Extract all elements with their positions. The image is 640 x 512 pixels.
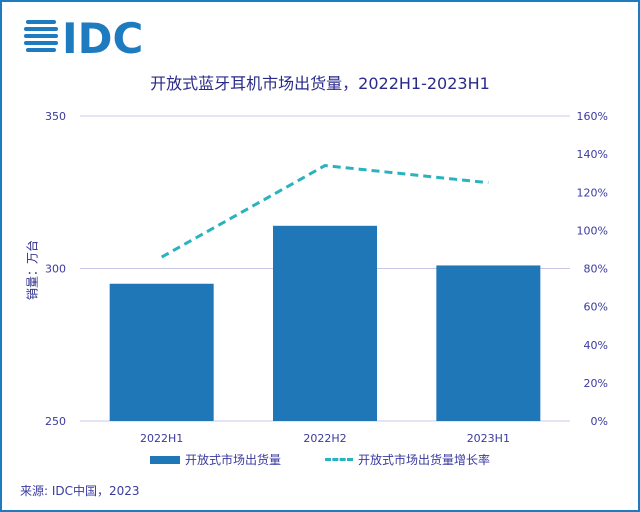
legend-bar-swatch [149, 455, 180, 464]
y2-tick-label: 120% [577, 186, 608, 199]
legend-label: 开放式市场出货量 [184, 453, 281, 467]
legend: 开放式市场出货量 开放式市场出货量增长率 [0, 451, 640, 468]
legend-item-bar: 开放式市场出货量 [149, 451, 281, 468]
y-tick-label: 350 [45, 110, 66, 123]
y2-tick-label: 40% [584, 339, 608, 352]
bar-2023H1 [436, 265, 541, 421]
legend-item-line: 开放式市场出货量增长率 [325, 451, 490, 468]
legend-label: 开放式市场出货量增长率 [358, 453, 491, 467]
y-tick-label: 250 [45, 415, 66, 428]
x-tick-label: 2022H1 [140, 432, 183, 445]
y2-tick-label: 100% [577, 224, 608, 237]
x-tick-label: 2022H2 [303, 432, 346, 445]
logo-text: IDC [62, 14, 143, 56]
y2-tick-label: 160% [577, 110, 608, 123]
bar-2022H1 [109, 283, 214, 421]
source-note: 来源: IDC中国，2023 [20, 484, 140, 498]
x-tick-label: 2023H1 [467, 432, 510, 445]
chart-title: 开放式蓝牙耳机市场出货量，2022H1-2023H1 [150, 74, 490, 93]
idc-logo: IDC [24, 14, 143, 56]
y2-tick-label: 20% [584, 377, 608, 390]
y2-tick-label: 80% [584, 263, 608, 276]
y2-tick-label: 60% [584, 301, 608, 314]
y2-tick-label: 140% [577, 148, 608, 161]
y-tick-label: 300 [45, 263, 66, 276]
bar-2022H2 [273, 225, 377, 421]
y2-tick-label: 0% [591, 415, 608, 428]
legend-line-swatch [325, 458, 353, 461]
